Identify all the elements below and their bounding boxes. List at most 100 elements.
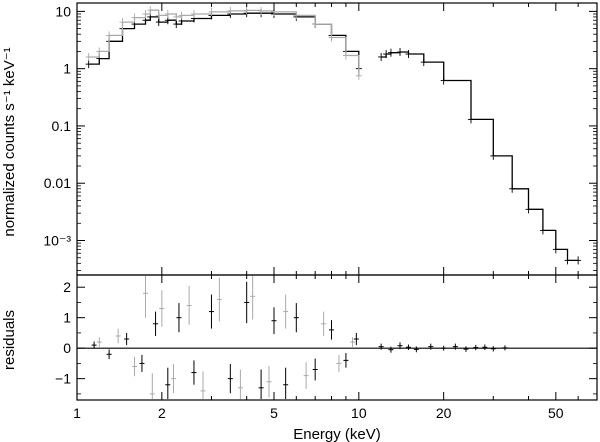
spectrum-series-2-point: [164, 9, 171, 18]
residual-series-1-point: [165, 367, 171, 399]
residual-series-2-point: [171, 364, 177, 394]
ytick-label-residuals: 1: [63, 310, 71, 326]
residual-series-2-point: [321, 311, 327, 336]
residual-series-1-point: [353, 332, 359, 346]
residual-series-2-point: [159, 290, 165, 327]
spectrum-series-3-point: [509, 184, 516, 193]
residual-series-1-point: [283, 367, 289, 399]
spectrum-series-2-point: [85, 52, 92, 61]
spectrum-series-2-point: [178, 11, 185, 20]
spectrum-series-2-point: [312, 20, 319, 29]
xtick-label-energy: 1: [73, 405, 81, 421]
spectrum-series-3-point: [440, 76, 447, 85]
residual-series-1-point: [91, 341, 97, 349]
residual-series-1-point: [405, 344, 411, 351]
residual-series-1-point: [176, 303, 182, 333]
spectrum-series-2-point: [243, 6, 250, 15]
spectrum-series-3-point: [467, 115, 474, 124]
ytick-label-spectrum: 0.1: [52, 118, 72, 134]
spectrum-series-2-point: [190, 9, 197, 18]
ylabel-spectrum: normalized counts s⁻¹ keV⁻¹: [1, 47, 18, 236]
residual-series-2-point: [186, 286, 192, 325]
residual-series-1-point: [124, 332, 130, 346]
residual-series-2-point: [200, 371, 206, 399]
spectrum-series-2-point: [147, 6, 154, 15]
xtick-label-energy: 2: [158, 405, 166, 421]
spectrum-series-1-point: [85, 60, 92, 69]
spectrum-series-1-point: [155, 18, 162, 27]
residual-series-2-point: [266, 365, 272, 398]
ytick-label-spectrum: 10: [55, 3, 71, 19]
residual-series-1-point: [312, 358, 318, 381]
spectrum-series-2-point: [106, 31, 113, 40]
residual-series-1-point: [106, 349, 112, 360]
xtick-label-energy: 20: [436, 405, 452, 421]
spectrum-panel-frame: [76, 2, 598, 276]
spectrum-series-2-point: [173, 12, 180, 21]
residual-series-2-point: [132, 356, 138, 377]
spectrum-series-3-point: [383, 50, 390, 59]
spectrum-series-2-point: [142, 9, 149, 18]
spectrum-series-2-point: [155, 11, 162, 20]
spectrum-series-2-point: [328, 33, 335, 42]
xtick-label-energy: 50: [548, 405, 564, 421]
residual-series-1-point: [482, 344, 488, 351]
residual-series-1-point: [208, 294, 214, 329]
spectrum-series-2-point: [208, 7, 215, 16]
xlabel-energy: Energy (keV): [293, 426, 381, 442]
ytick-label-residuals: 2: [63, 279, 71, 295]
ylabel-residuals: residuals: [1, 310, 18, 370]
ytick-label-spectrum: 0.01: [44, 175, 71, 191]
residual-series-2-point: [303, 362, 309, 389]
spectrum-series-3-point: [539, 226, 546, 235]
xtick-label-energy: 5: [270, 405, 278, 421]
residual-series-1-point: [191, 360, 197, 385]
spectrum-series-3-point: [552, 245, 559, 254]
spectrum-series-2-point: [119, 18, 126, 27]
residual-series-2-point: [96, 337, 102, 347]
spectrum-series-2-line: [88, 9, 360, 76]
ytick-label-residuals: 0: [63, 340, 71, 356]
residual-series-1-point: [343, 353, 349, 368]
spectrum-series-2-point: [258, 6, 265, 15]
spectrum-series-3-point: [405, 50, 412, 59]
spectrum-series-2-point: [131, 13, 138, 22]
residual-series-1-point: [473, 344, 479, 351]
residual-series-1-point: [153, 311, 159, 336]
residual-series-2-point: [115, 328, 121, 344]
spectrum-series-3-point: [387, 48, 394, 57]
spectrum-series-2-point: [293, 11, 300, 20]
residual-series-1-point: [139, 354, 145, 372]
spectrum-series-3-point: [564, 256, 571, 265]
spectrum-series-2-point: [355, 71, 362, 80]
residual-series-2-point: [237, 369, 243, 399]
spectrum-series-3-point: [575, 256, 582, 265]
spectrum-series-3-point: [420, 58, 427, 67]
xtick-label-energy: 10: [351, 405, 367, 421]
spectrum-series-1-point: [173, 20, 180, 29]
spectrum-series-3-point: [525, 205, 532, 214]
residual-series-1-point: [258, 369, 264, 399]
residual-series-1-point: [413, 346, 419, 353]
residual-series-1-point: [490, 346, 496, 352]
residual-series-1-point: [463, 346, 469, 352]
ytick-label-spectrum: 1: [63, 61, 71, 77]
residual-series-2-point: [336, 354, 342, 372]
ytick-label-spectrum: 10⁻³: [43, 233, 71, 249]
residual-series-1-point: [329, 320, 335, 340]
spectrum-series-3-point: [490, 151, 497, 160]
residual-series-2-point: [350, 337, 356, 347]
spectrum-series-3-point: [378, 52, 385, 61]
ytick-label-residuals: −1: [55, 371, 71, 387]
residual-series-2-point: [250, 276, 256, 320]
residual-series-2-point: [283, 294, 289, 329]
residual-series-1-point: [271, 307, 277, 335]
residual-series-1-point: [227, 364, 233, 394]
spectrum-series-3-point: [397, 48, 404, 57]
residual-series-1-point: [244, 281, 250, 324]
residual-series-2-point: [142, 276, 148, 318]
spectrum-series-3-line: [381, 51, 579, 262]
spectrum-series-2-point: [227, 6, 234, 15]
residual-series-2-point: [149, 373, 155, 399]
